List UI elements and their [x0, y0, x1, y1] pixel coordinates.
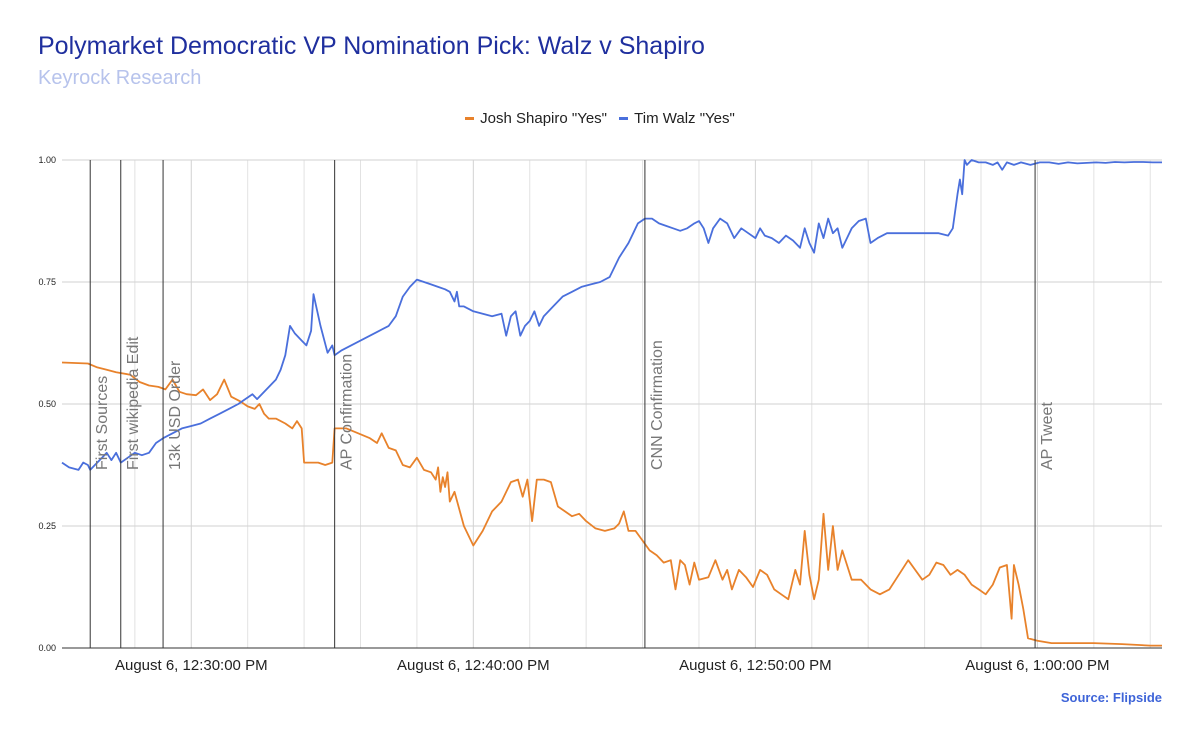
event-label: AP Tweet: [1039, 402, 1056, 470]
x-tick-label: August 6, 12:40:00 PM: [397, 657, 550, 674]
x-tick-label: August 6, 1:00:00 PM: [965, 657, 1109, 674]
y-tick-label: 0.50: [38, 399, 56, 409]
chart-subtitle: Keyrock Research: [38, 67, 202, 89]
legend-label-shapiro: Josh Shapiro "Yes": [480, 110, 607, 127]
y-tick-label: 0.00: [38, 643, 56, 653]
legend-swatch-shapiro: [465, 117, 475, 120]
event-label: AP Confirmation: [339, 354, 356, 470]
chart-legend: Josh Shapiro "Yes" Tim Walz "Yes": [0, 107, 1200, 127]
x-tick-label: August 6, 12:50:00 PM: [679, 657, 832, 674]
legend-item-shapiro[interactable]: Josh Shapiro "Yes": [465, 110, 607, 127]
y-tick-label: 1.00: [38, 155, 56, 165]
event-label: First wikipedia Edit: [125, 336, 142, 470]
event-label: 13k USD Order: [167, 360, 184, 470]
legend-item-walz[interactable]: Tim Walz "Yes": [619, 110, 735, 127]
walz-series-line: [61, 159, 1162, 471]
y-tick-label: 0.25: [38, 521, 56, 531]
event-label: CNN Confirmation: [649, 340, 666, 470]
x-tick-label: August 6, 12:30:00 PM: [115, 657, 268, 674]
y-tick-label: 0.75: [38, 277, 56, 287]
event-label: First Sources: [94, 376, 111, 470]
legend-label-walz: Tim Walz "Yes": [634, 110, 735, 127]
source-note: Source: Flipside: [1060, 690, 1162, 705]
shapiro-series-line: [61, 361, 1162, 647]
legend-swatch-walz: [619, 117, 629, 120]
chart-title: Polymarket Democratic VP Nomination Pick…: [38, 32, 705, 60]
